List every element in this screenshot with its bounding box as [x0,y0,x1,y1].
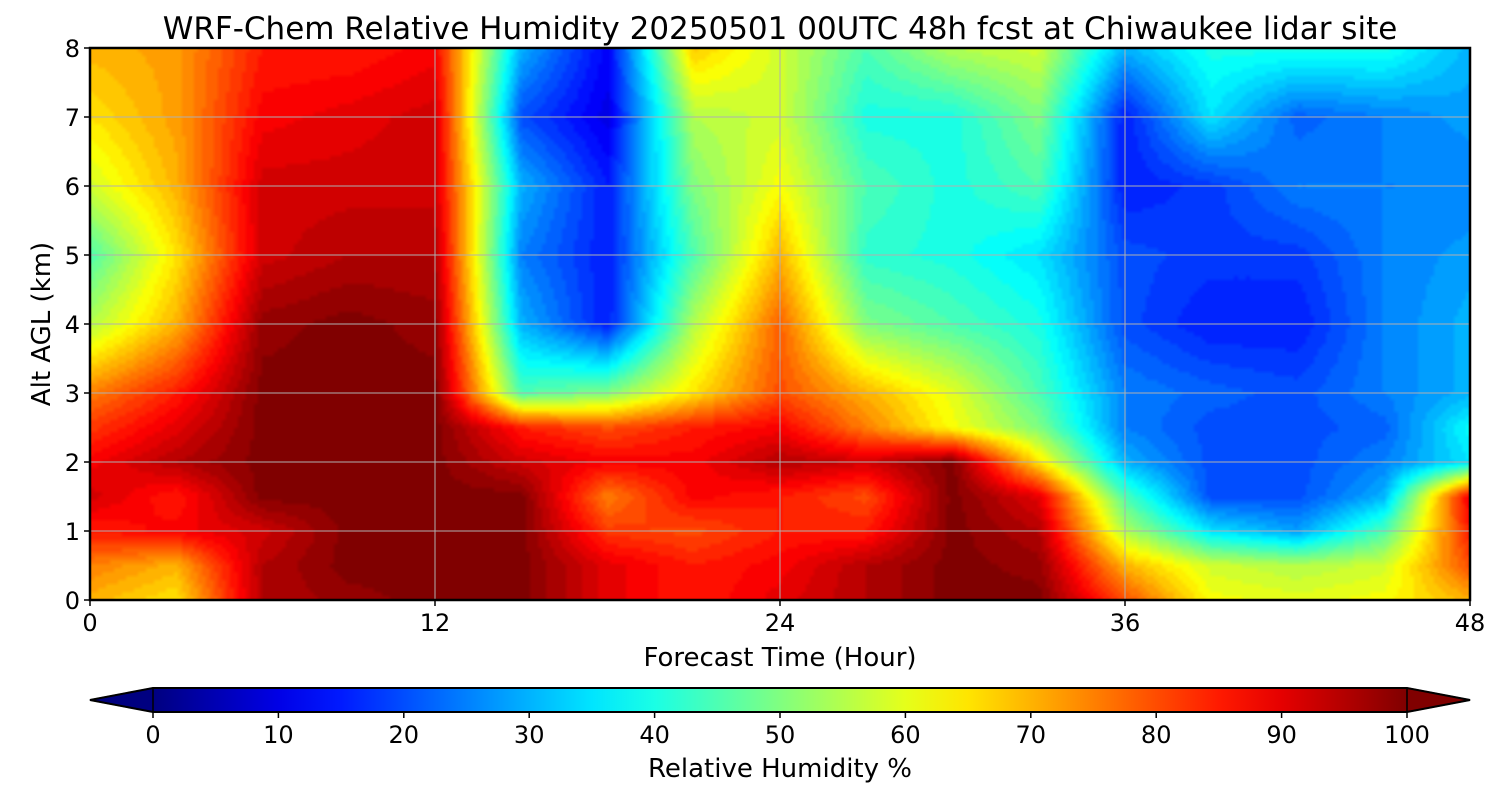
colorbar-tick-label: 40 [639,721,670,749]
colorbar-high-extension [1406,687,1471,713]
colorbar-ramp [153,688,1407,712]
y-tick-label: 3 [65,380,80,408]
x-axis-label: Forecast Time (Hour) [643,643,916,673]
colorbar-ticks: 0 10 20 30 40 50 60 70 80 90 100 [145,712,1430,749]
y-tick-label: 2 [65,449,80,477]
chart-title: WRF-Chem Relative Humidity 20250501 00UT… [163,11,1398,47]
colorbar-tick-label: 80 [1141,721,1172,749]
colorbar-tick-label: 90 [1266,721,1297,749]
y-tick-label: 4 [65,311,80,339]
x-axis-ticks: 0 12 24 36 48 [82,600,1485,637]
y-axis-label: Alt AGL (km) [27,242,57,406]
y-tick-label: 5 [65,242,80,270]
x-tick-label: 48 [1455,609,1486,637]
colorbar-tick-label: 70 [1016,721,1047,749]
x-tick-label: 12 [420,609,451,637]
colorbar-tick-label: 10 [263,721,294,749]
colorbar: 0 10 20 30 40 50 60 70 80 90 100 Relative Humidity… [89,687,1471,784]
colorbar-tick-label: 100 [1384,721,1430,749]
plot-area [88,46,1472,602]
y-tick-label: 6 [65,173,80,201]
colorbar-low-extension [89,687,154,713]
colorbar-tick-label: 30 [514,721,545,749]
colorbar-tick-label: 60 [890,721,921,749]
y-tick-label: 1 [65,518,80,546]
colorbar-label: Relative Humidity % [648,754,912,784]
colorbar-tick-label: 20 [389,721,420,749]
y-axis-ticks: 0 1 2 3 4 5 6 7 8 [65,35,90,615]
colorbar-tick-label: 50 [765,721,796,749]
colorbar-tick-label: 0 [145,721,160,749]
x-tick-label: 0 [82,609,97,637]
x-tick-label: 24 [765,609,796,637]
y-tick-label: 7 [65,104,80,132]
y-tick-label: 8 [65,35,80,63]
y-tick-label: 0 [65,587,80,615]
x-tick-label: 36 [1110,609,1141,637]
